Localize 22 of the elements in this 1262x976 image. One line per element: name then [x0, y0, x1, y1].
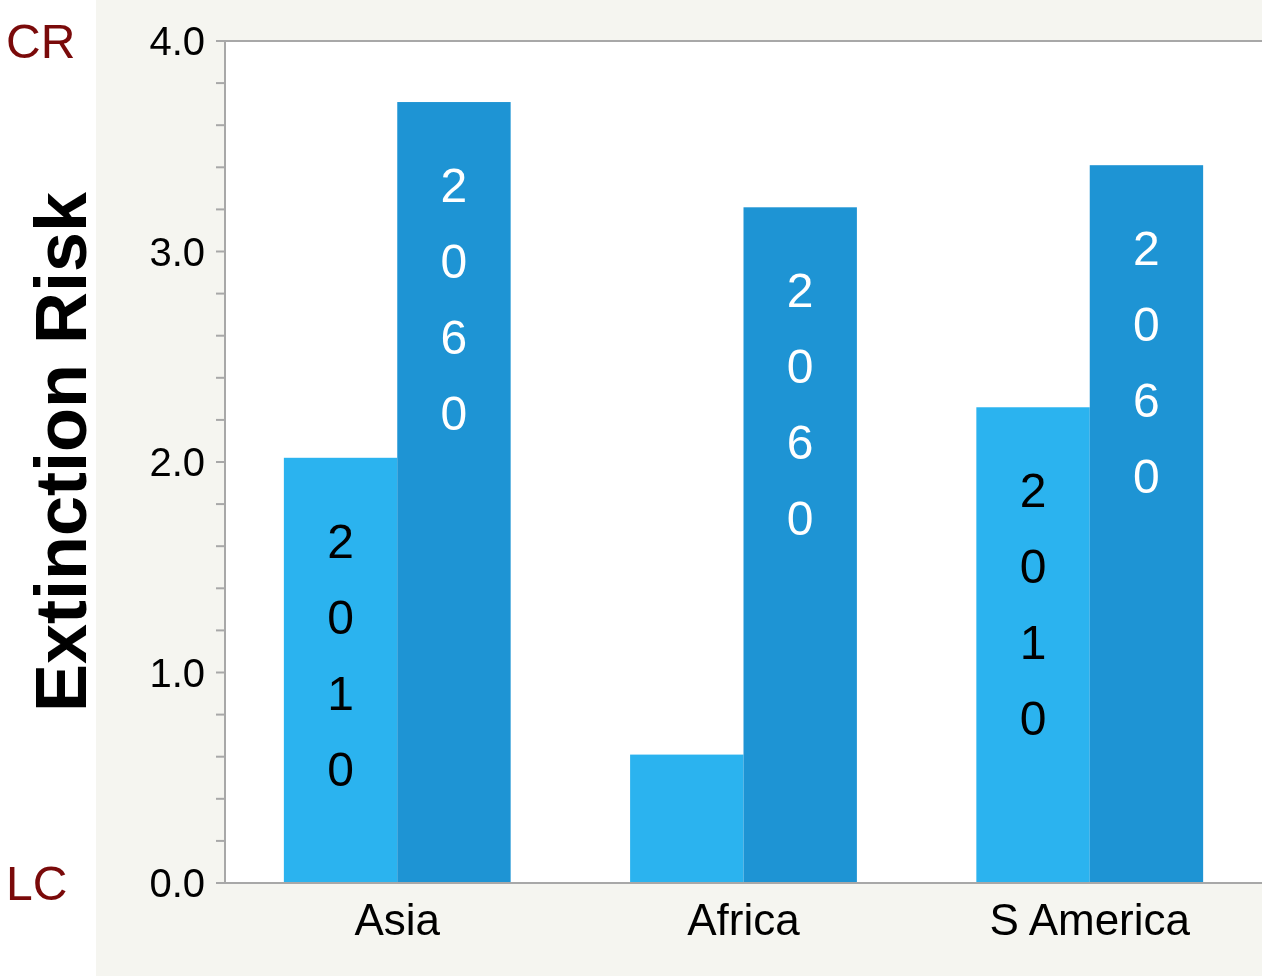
- y-axis-title: Extinction Risk: [21, 191, 101, 713]
- series-label: 2060: [440, 159, 468, 441]
- x-tick-label: Asia: [354, 895, 441, 944]
- y-tick-label: 4.0: [149, 19, 205, 64]
- text: 2060: [1133, 222, 1160, 504]
- x-tick-label: Africa: [687, 895, 801, 944]
- y-tick-label: 3.0: [149, 229, 205, 274]
- bar: [630, 754, 744, 883]
- x-tick-label: S America: [989, 895, 1191, 944]
- bar: [397, 102, 511, 883]
- y-tick-label: 2.0: [149, 440, 205, 485]
- text: 2010: [327, 514, 354, 796]
- text: 2060: [786, 264, 814, 546]
- text: CR: [6, 15, 76, 69]
- bar: [743, 207, 857, 883]
- text: LC: [6, 857, 68, 911]
- series-label: 2010: [1019, 464, 1047, 746]
- y-tick-label: 0.0: [149, 861, 205, 906]
- bar: [1089, 165, 1204, 883]
- bar: [283, 457, 398, 883]
- bar: [976, 407, 1090, 883]
- y-tick-label: 1.0: [149, 650, 205, 695]
